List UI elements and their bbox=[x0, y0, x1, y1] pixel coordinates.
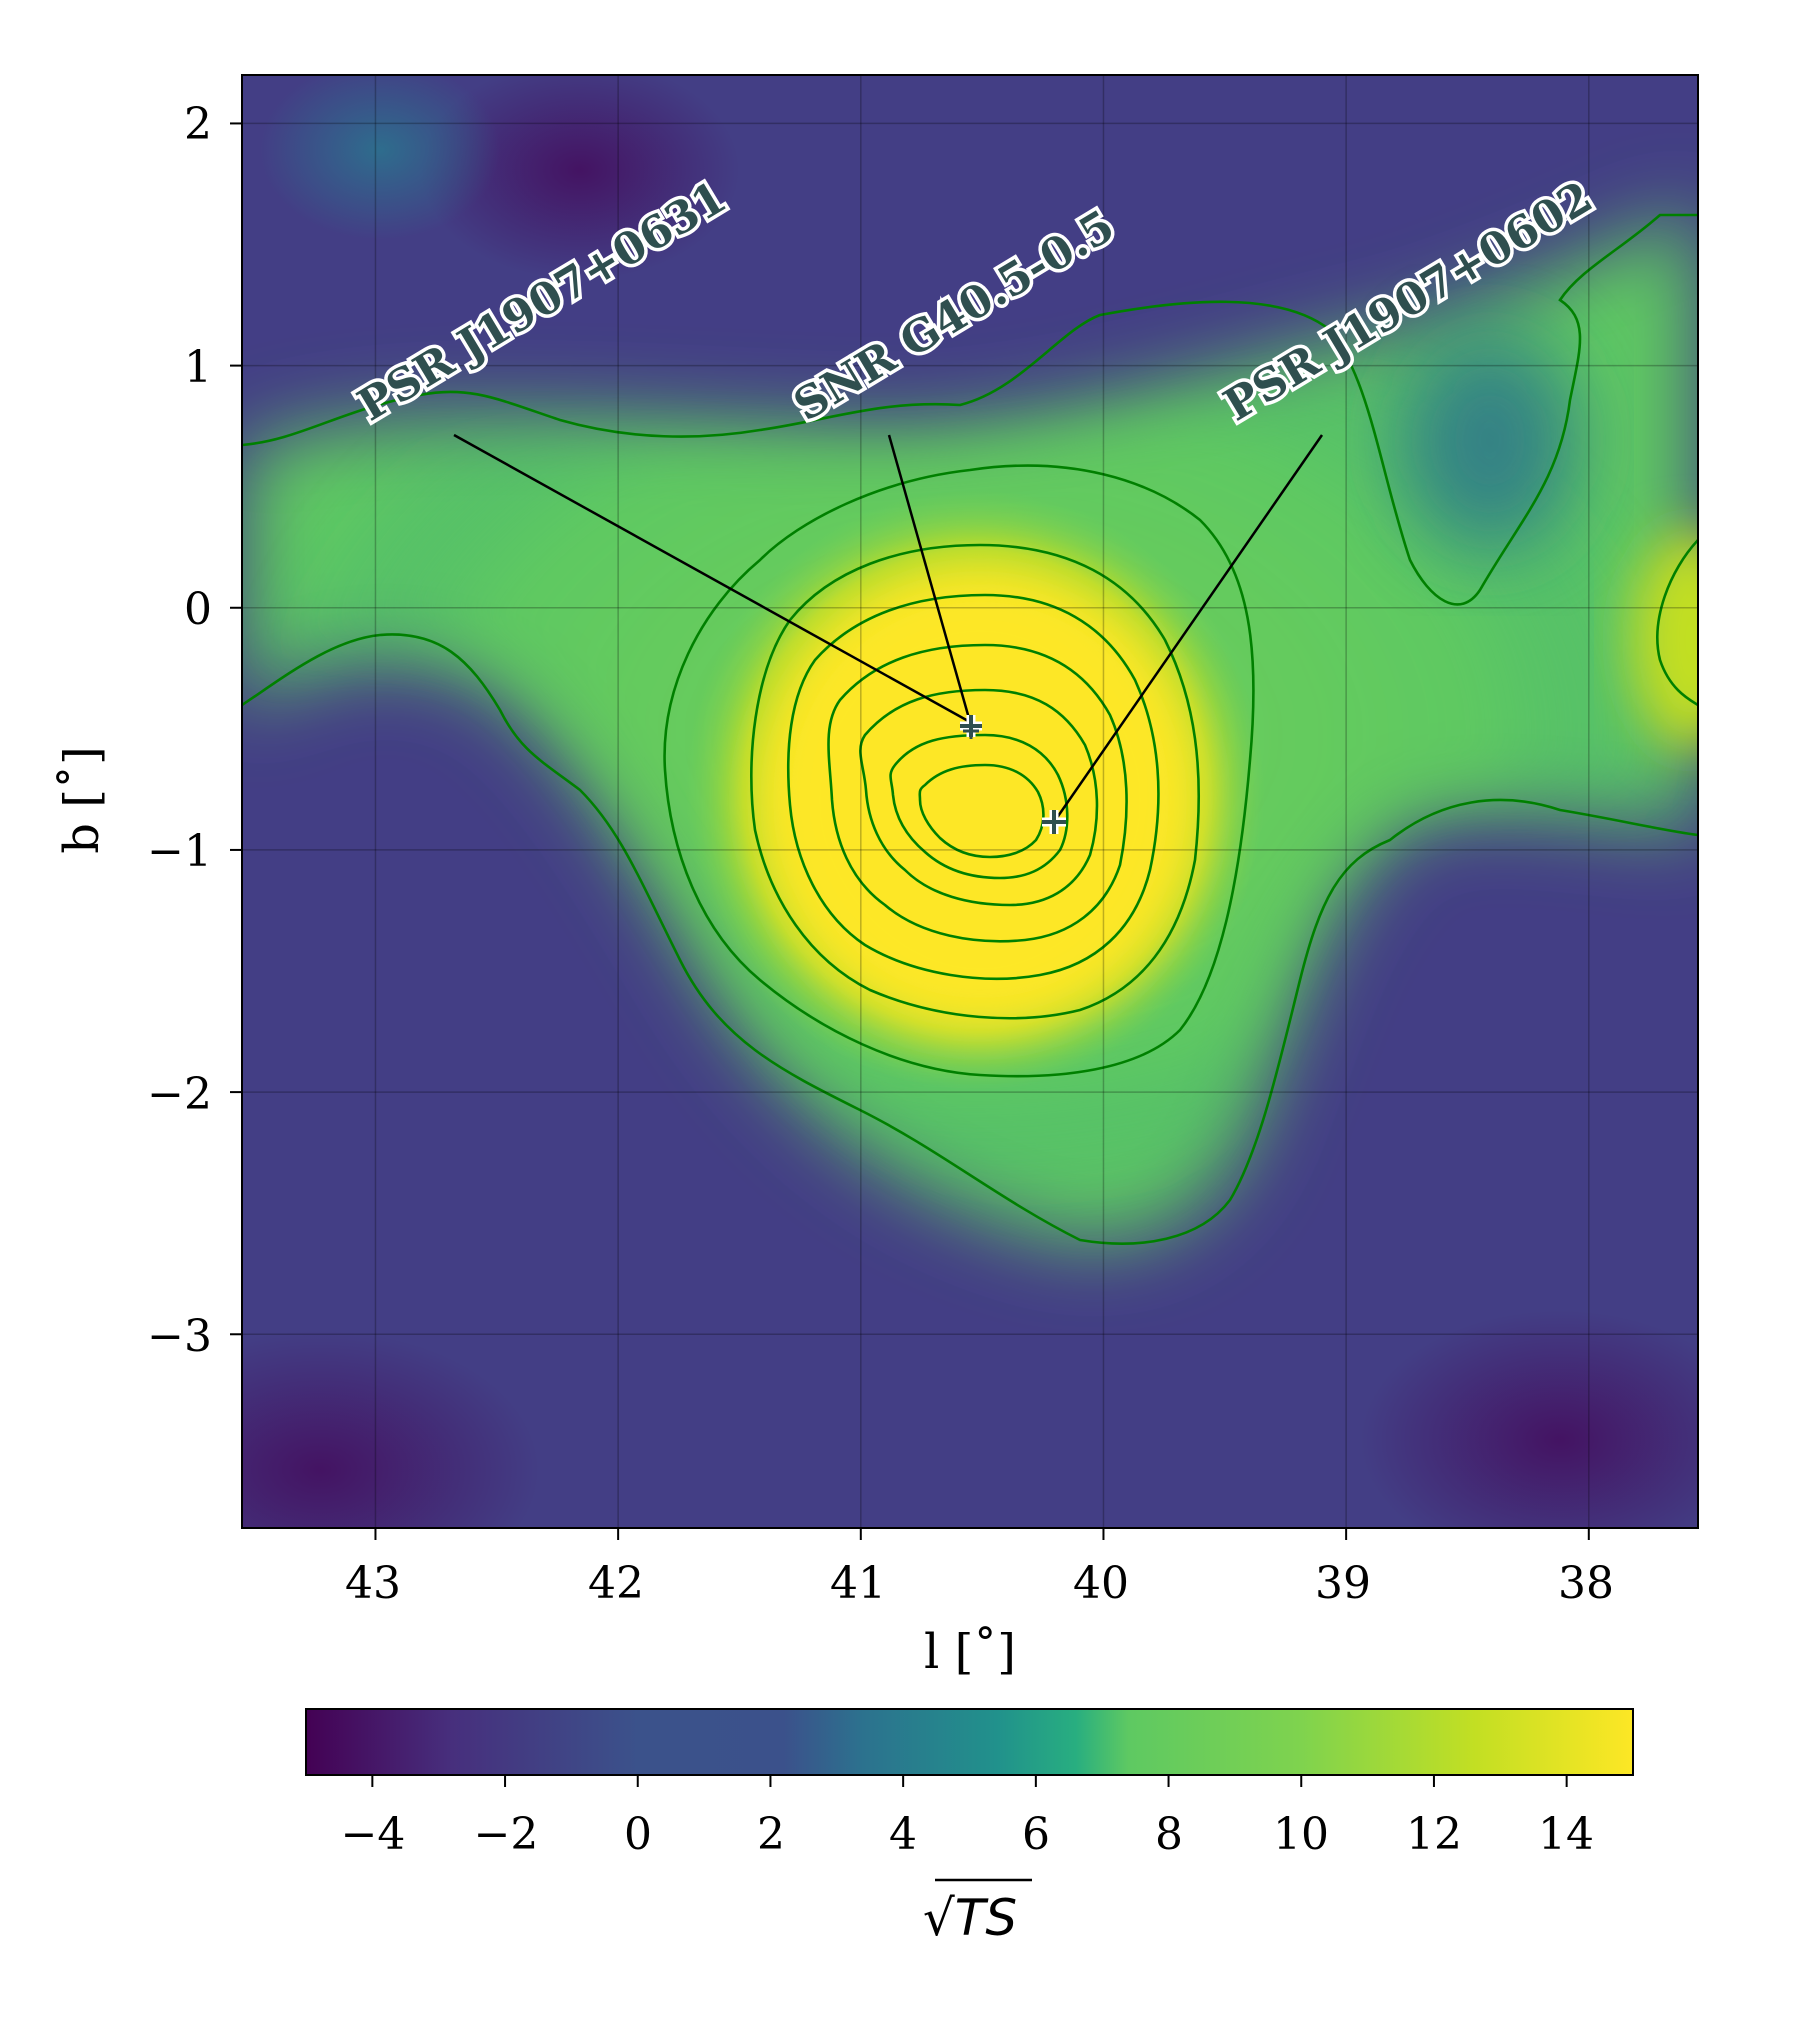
plot-frame bbox=[241, 74, 1699, 1529]
label-leader-line bbox=[453, 433, 971, 724]
colorbar-tick-label: 4 bbox=[889, 1809, 917, 1860]
contour-line bbox=[827, 643, 1128, 943]
x-tick-label: 41 bbox=[830, 1558, 886, 1609]
x-tick-labels: 43 42 41 40 39 38 bbox=[345, 1558, 1614, 1609]
y-tick-label: −1 bbox=[147, 826, 212, 877]
x-tick-label: 40 bbox=[1073, 1558, 1129, 1609]
plot-grid bbox=[242, 75, 1698, 1528]
colorbar-title: √TS bbox=[923, 1889, 1017, 1947]
label-leader-line bbox=[1052, 434, 1324, 823]
colorbar-tick-label: 12 bbox=[1406, 1809, 1462, 1860]
ts-heatmap bbox=[242, 75, 1698, 1528]
y-tick-labels: 2 1 0 −1 −2 −3 bbox=[147, 99, 212, 1362]
y-tick-label: 0 bbox=[184, 584, 212, 635]
colorbar-tick-label: 0 bbox=[624, 1809, 652, 1860]
colorbar-tick-label: −2 bbox=[474, 1809, 539, 1860]
colorbar-tick-label: 8 bbox=[1155, 1809, 1183, 1860]
contour-line bbox=[786, 593, 1160, 980]
y-tick-label: −2 bbox=[147, 1069, 212, 1120]
y-tick-label: −3 bbox=[147, 1311, 212, 1362]
contour-line bbox=[663, 464, 1255, 1078]
contour-line bbox=[1656, 539, 1698, 707]
colorbar-tick-labels: −4 −2 0 2 4 6 8 10 12 14 bbox=[341, 1809, 1594, 1860]
colorbar-ticks bbox=[371, 1775, 1568, 1787]
y-tick-label: 1 bbox=[184, 342, 212, 393]
colorbar-tick-label: 2 bbox=[757, 1809, 785, 1860]
contour-line bbox=[859, 688, 1099, 907]
contour-line bbox=[889, 733, 1069, 880]
y-axis-title: b [˚] bbox=[54, 746, 110, 853]
contour-line bbox=[242, 213, 1698, 606]
x-tick-label: 43 bbox=[345, 1558, 401, 1609]
label-leader-line bbox=[887, 434, 972, 723]
x-tick-label: 42 bbox=[588, 1558, 644, 1609]
colorbar: −4 −2 0 2 4 6 8 10 12 14 √TS bbox=[305, 1708, 1634, 1947]
colorbar-tick-label: 10 bbox=[1273, 1809, 1329, 1860]
x-axis-title: l [˚] bbox=[924, 1624, 1016, 1680]
source-marker-psr-0631 bbox=[963, 723, 979, 739]
contour-line bbox=[242, 633, 1698, 1245]
contour-line bbox=[918, 763, 1045, 859]
colorbar-tick-label: 6 bbox=[1022, 1809, 1050, 1860]
contour-lines bbox=[242, 213, 1698, 1245]
colorbar-tick-label: −4 bbox=[341, 1809, 406, 1860]
x-tick-label: 38 bbox=[1558, 1558, 1614, 1609]
axis-ticks bbox=[230, 122, 1590, 1540]
colorbar-tick-label: 14 bbox=[1538, 1809, 1594, 1860]
source-marker-psr-0602 bbox=[1042, 810, 1066, 834]
colorbar-gradient bbox=[305, 1708, 1634, 1776]
y-tick-label: 2 bbox=[184, 99, 212, 150]
x-tick-label: 39 bbox=[1315, 1558, 1371, 1609]
contour-line bbox=[750, 543, 1201, 1020]
